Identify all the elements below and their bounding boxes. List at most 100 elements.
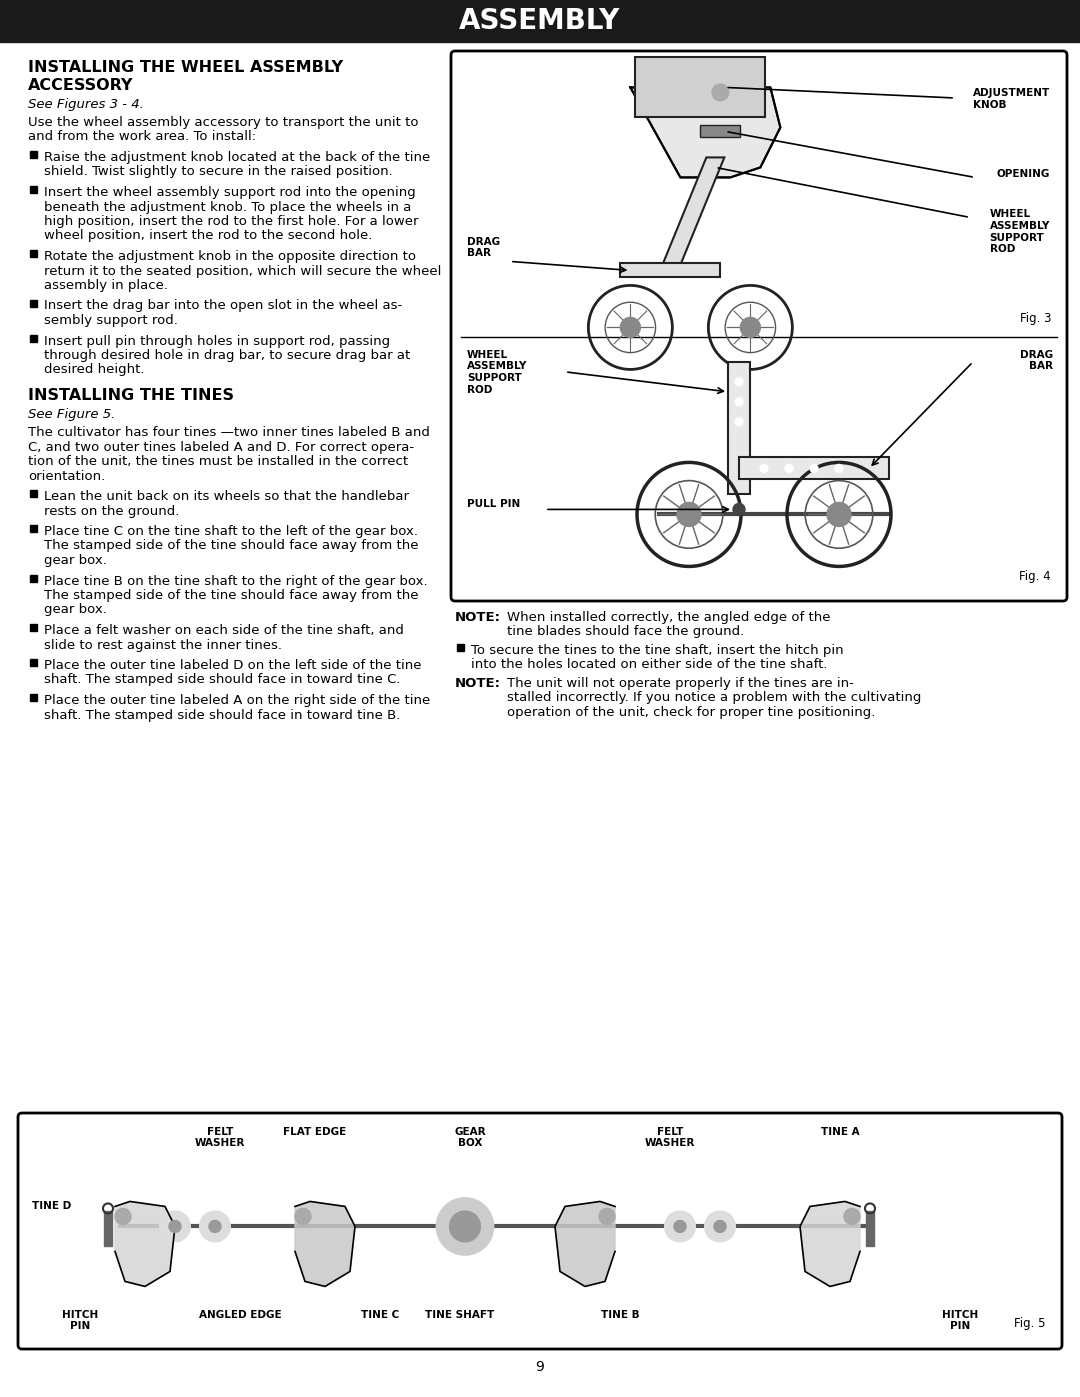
- Text: ASSEMBLY: ASSEMBLY: [459, 7, 621, 35]
- Text: PULL PIN: PULL PIN: [467, 499, 521, 510]
- Circle shape: [295, 1208, 311, 1224]
- Polygon shape: [800, 1201, 860, 1287]
- Circle shape: [677, 503, 701, 527]
- Text: Insert the wheel assembly support rod into the opening: Insert the wheel assembly support rod in…: [44, 186, 416, 198]
- Circle shape: [200, 1211, 230, 1242]
- Bar: [30, 186, 37, 193]
- Text: Rotate the adjustment knob in the opposite direction to: Rotate the adjustment knob in the opposi…: [44, 250, 416, 263]
- Text: Fig. 5: Fig. 5: [1014, 1317, 1047, 1330]
- Text: HITCH: HITCH: [62, 1310, 98, 1320]
- Circle shape: [733, 503, 745, 515]
- Text: NOTE:: NOTE:: [455, 678, 501, 690]
- Text: See Figure 5.: See Figure 5.: [28, 408, 116, 420]
- Text: Insert pull pin through holes in support rod, passing: Insert pull pin through holes in support…: [44, 334, 390, 348]
- Text: PIN: PIN: [950, 1322, 970, 1331]
- Text: The stamped side of the tine should face away from the: The stamped side of the tine should face…: [44, 539, 419, 552]
- Circle shape: [827, 503, 851, 527]
- Text: HITCH: HITCH: [942, 1310, 978, 1320]
- Text: PIN: PIN: [70, 1322, 90, 1331]
- Polygon shape: [295, 1201, 355, 1287]
- Circle shape: [674, 1221, 686, 1232]
- Bar: [700, 126, 741, 137]
- Bar: [30, 334, 37, 341]
- Bar: [30, 525, 37, 532]
- Bar: [30, 250, 37, 257]
- Polygon shape: [739, 457, 889, 479]
- Circle shape: [741, 317, 760, 338]
- Text: tine blades should face the ground.: tine blades should face the ground.: [507, 626, 744, 638]
- Text: Place tine B on the tine shaft to the right of the gear box.: Place tine B on the tine shaft to the ri…: [44, 574, 428, 588]
- Text: OPENING: OPENING: [997, 169, 1050, 179]
- Text: TINE C: TINE C: [361, 1310, 400, 1320]
- Text: 9: 9: [536, 1361, 544, 1375]
- Polygon shape: [555, 1201, 615, 1287]
- Circle shape: [449, 1211, 481, 1242]
- Text: sembly support rod.: sembly support rod.: [44, 314, 178, 327]
- Bar: [30, 299, 37, 306]
- Text: Place tine C on the tine shaft to the left of the gear box.: Place tine C on the tine shaft to the le…: [44, 525, 418, 538]
- Text: GEAR: GEAR: [455, 1127, 486, 1137]
- Bar: [635, 57, 766, 117]
- Circle shape: [843, 1208, 860, 1224]
- Text: DRAG
BAR: DRAG BAR: [1020, 349, 1053, 372]
- Text: ANGLED EDGE: ANGLED EDGE: [199, 1310, 281, 1320]
- Text: WHEEL
ASSEMBLY
SUPPORT
ROD: WHEEL ASSEMBLY SUPPORT ROD: [467, 349, 527, 394]
- Circle shape: [620, 317, 640, 338]
- Bar: [30, 490, 37, 497]
- Text: Raise the adjustment knob located at the back of the tine: Raise the adjustment knob located at the…: [44, 151, 430, 163]
- Polygon shape: [728, 362, 750, 495]
- Text: gear box.: gear box.: [44, 555, 107, 567]
- FancyBboxPatch shape: [451, 52, 1067, 601]
- Text: Fig. 4: Fig. 4: [1020, 570, 1051, 583]
- Text: rests on the ground.: rests on the ground.: [44, 504, 179, 517]
- Text: Fig. 3: Fig. 3: [1020, 312, 1051, 326]
- Text: When installed correctly, the angled edge of the: When installed correctly, the angled edg…: [507, 610, 831, 624]
- Circle shape: [114, 1208, 131, 1224]
- FancyBboxPatch shape: [18, 1113, 1062, 1350]
- Bar: [457, 644, 464, 651]
- Text: The stamped side of the tine should face away from the: The stamped side of the tine should face…: [44, 590, 419, 602]
- Polygon shape: [661, 158, 725, 267]
- Text: To secure the tines to the tine shaft, insert the hitch pin: To secure the tines to the tine shaft, i…: [471, 644, 843, 657]
- Text: assembly in place.: assembly in place.: [44, 279, 168, 292]
- Text: NOTE:: NOTE:: [455, 610, 501, 624]
- Text: Place a felt washer on each side of the tine shaft, and: Place a felt washer on each side of the …: [44, 624, 404, 637]
- Text: and from the work area. To install:: and from the work area. To install:: [28, 130, 256, 144]
- Text: FELT: FELT: [206, 1127, 233, 1137]
- Circle shape: [705, 1211, 735, 1242]
- Text: FELT: FELT: [657, 1127, 684, 1137]
- Text: FLAT EDGE: FLAT EDGE: [283, 1127, 347, 1137]
- Text: See Figures 3 - 4.: See Figures 3 - 4.: [28, 98, 144, 110]
- Polygon shape: [631, 88, 781, 177]
- Text: DRAG
BAR: DRAG BAR: [467, 237, 500, 258]
- Polygon shape: [620, 264, 720, 278]
- Text: TINE B: TINE B: [600, 1310, 639, 1320]
- Text: into the holes located on either side of the tine shaft.: into the holes located on either side of…: [471, 658, 827, 672]
- Circle shape: [160, 1211, 190, 1242]
- Text: BOX: BOX: [458, 1139, 482, 1148]
- Text: INSTALLING THE TINES: INSTALLING THE TINES: [28, 388, 234, 402]
- Text: Place the outer tine labeled D on the left side of the tine: Place the outer tine labeled D on the le…: [44, 659, 421, 672]
- Text: shaft. The stamped side should face in toward tine C.: shaft. The stamped side should face in t…: [44, 673, 401, 686]
- Text: shield. Twist slightly to secure in the raised position.: shield. Twist slightly to secure in the …: [44, 165, 393, 179]
- Text: Use the wheel assembly accessory to transport the unit to: Use the wheel assembly accessory to tran…: [28, 116, 419, 129]
- Text: Lean the unit back on its wheels so that the handlebar: Lean the unit back on its wheels so that…: [44, 490, 409, 503]
- Circle shape: [735, 418, 743, 426]
- Bar: [30, 151, 37, 158]
- Text: operation of the unit, check for proper tine positioning.: operation of the unit, check for proper …: [507, 705, 876, 719]
- Circle shape: [714, 1221, 726, 1232]
- Circle shape: [437, 1199, 492, 1255]
- Text: gear box.: gear box.: [44, 604, 107, 616]
- Circle shape: [210, 1221, 221, 1232]
- Circle shape: [713, 84, 728, 101]
- Text: stalled incorrectly. If you notice a problem with the cultivating: stalled incorrectly. If you notice a pro…: [507, 692, 921, 704]
- Text: tion of the unit, the tines must be installed in the correct: tion of the unit, the tines must be inst…: [28, 455, 408, 468]
- Bar: [30, 694, 37, 701]
- Text: return it to the seated position, which will secure the wheel: return it to the seated position, which …: [44, 264, 442, 278]
- Circle shape: [168, 1221, 181, 1232]
- Circle shape: [785, 464, 793, 472]
- Text: TINE D: TINE D: [32, 1201, 71, 1211]
- Text: wheel position, insert the rod to the second hole.: wheel position, insert the rod to the se…: [44, 229, 373, 243]
- Text: Insert the drag bar into the open slot in the wheel as-: Insert the drag bar into the open slot i…: [44, 299, 402, 313]
- Text: TINE A: TINE A: [821, 1127, 860, 1137]
